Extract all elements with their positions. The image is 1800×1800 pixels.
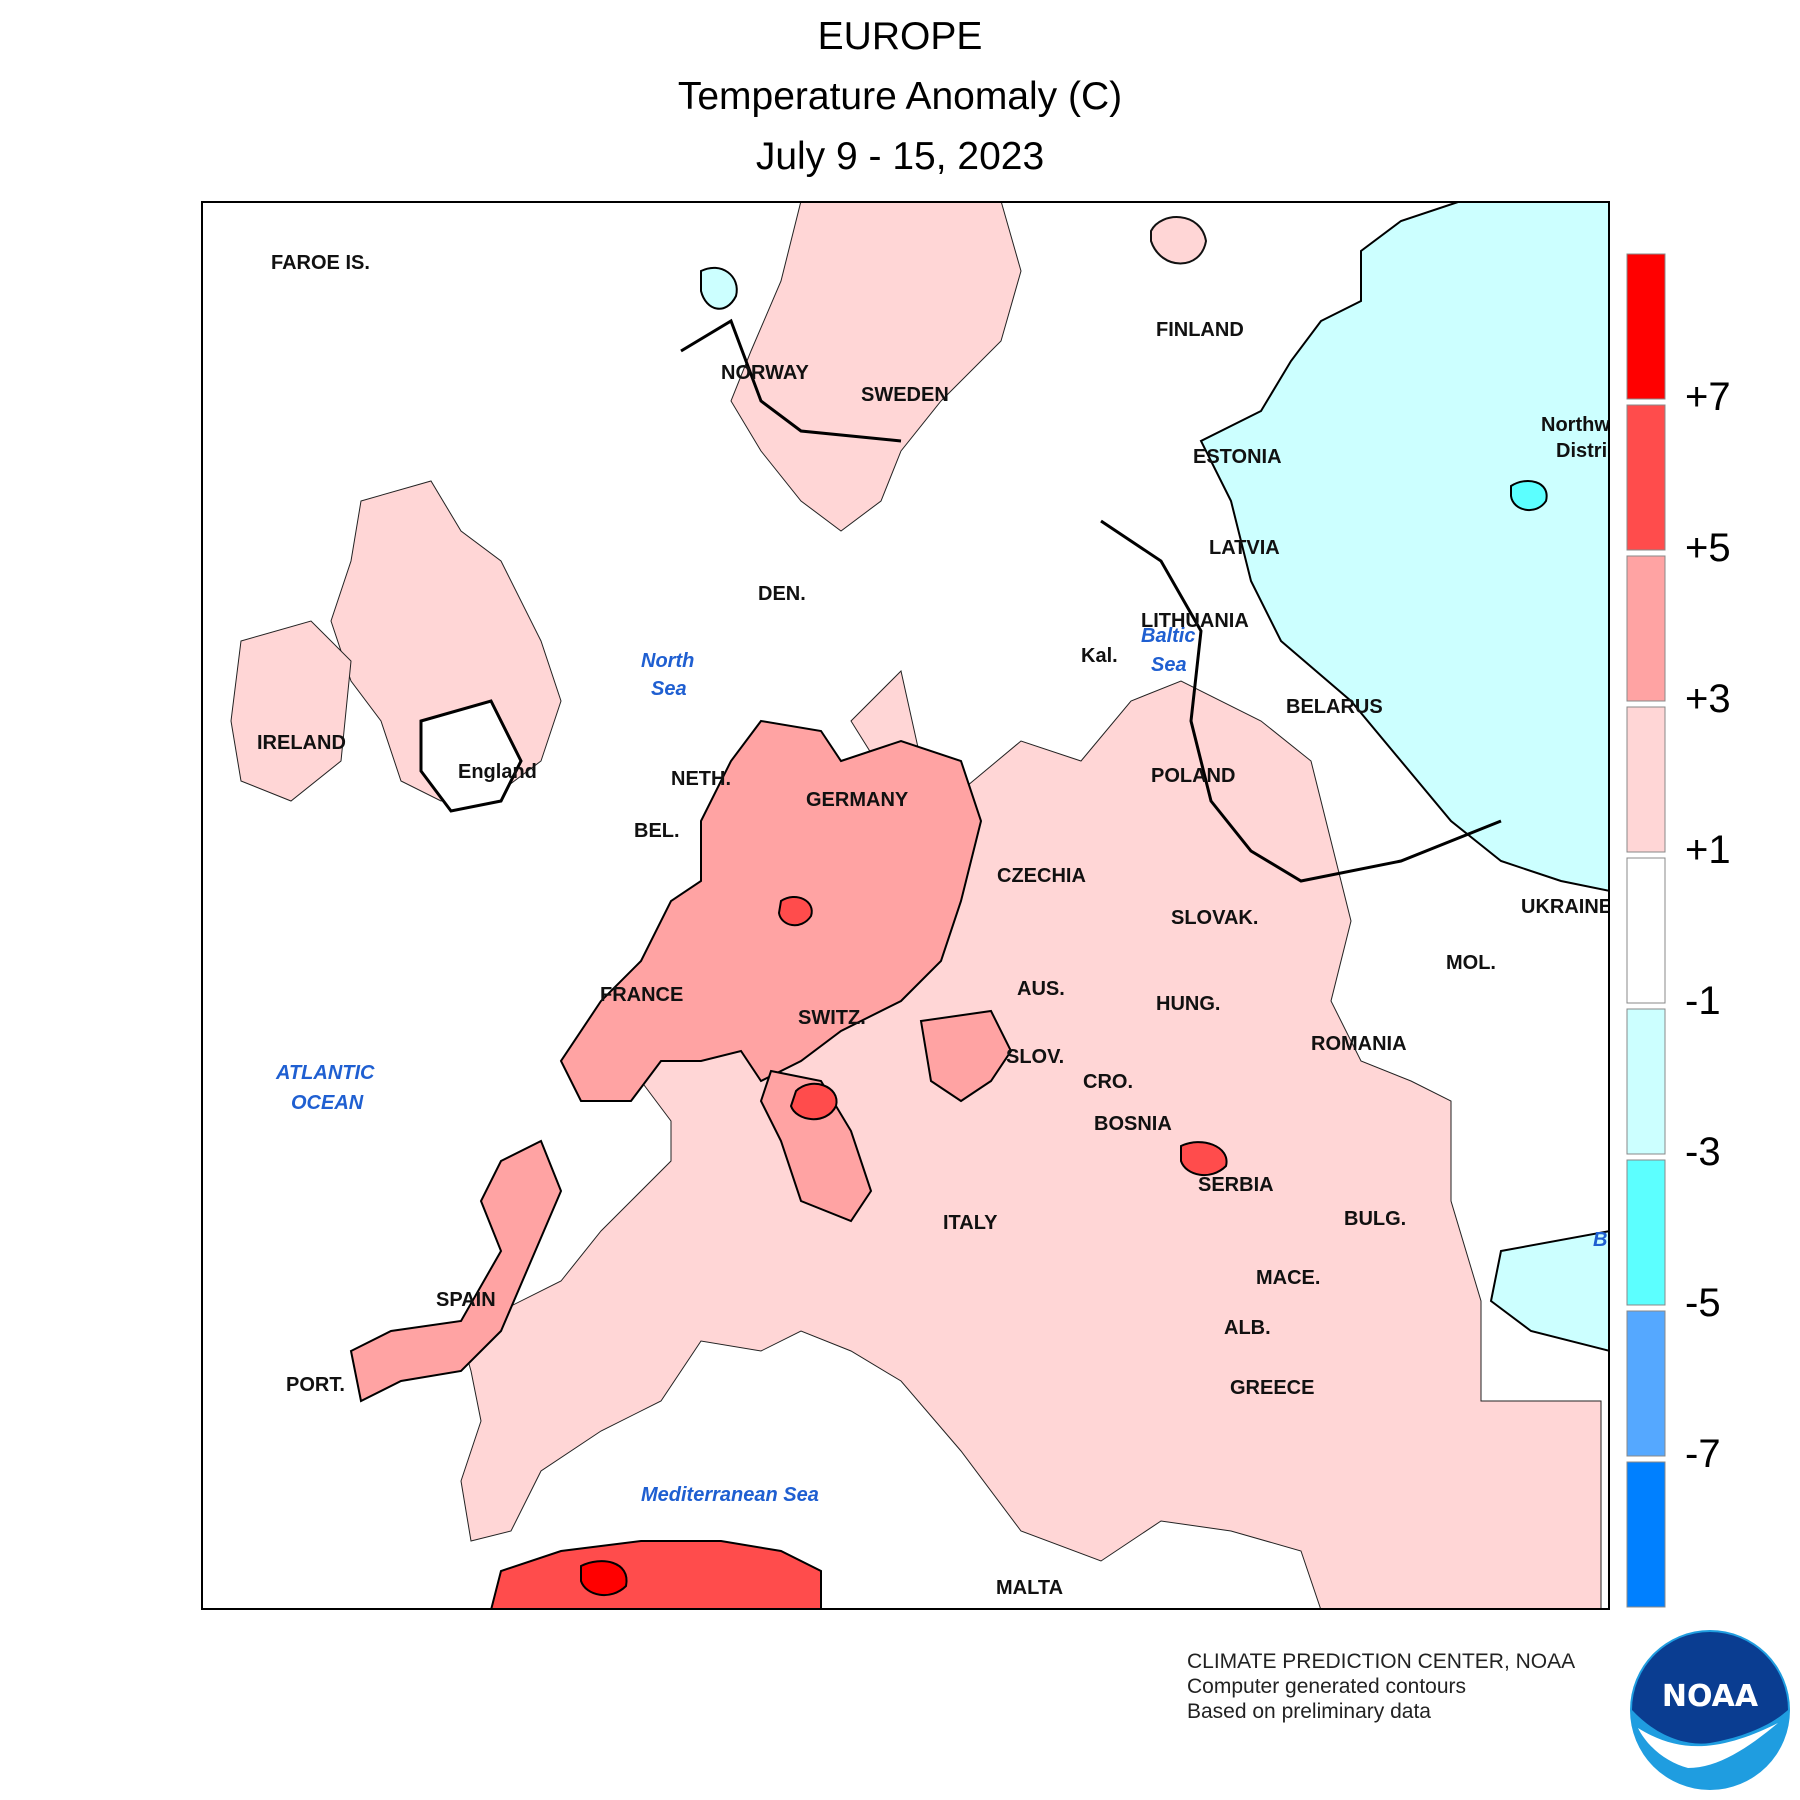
legend-tick-label: -3 [1685, 1130, 1721, 1174]
anomaly-spot-cool-belarus [1510, 480, 1548, 511]
label-bosnia: BOSNIA [1094, 1113, 1172, 1135]
legend-box [1626, 253, 1666, 400]
anomaly-spot-north-africa [489, 1540, 822, 1610]
label-lithuania: LITHUANIA [1141, 610, 1249, 632]
legend-tick-label: -1 [1685, 979, 1721, 1023]
map-title: EUROPE [817, 15, 983, 58]
label-faroe: FAROE IS. [271, 252, 370, 274]
credit-note: Based on preliminary data [1187, 1700, 1431, 1723]
legend-box [1626, 706, 1666, 853]
zero-contour-east [1100, 519, 1502, 883]
anomaly-region-uk-cool [419, 699, 523, 813]
label-northwest-2: Distri [1556, 440, 1607, 462]
legend-tick-label: +5 [1685, 526, 1731, 570]
color-legend [1626, 253, 1666, 1608]
map-subtitle: Temperature Anomaly (C) [677, 75, 1123, 118]
label-north-sea-2: Sea [651, 678, 687, 700]
legend-box [1626, 404, 1666, 551]
label-atlantic-2: OCEAN [291, 1092, 364, 1114]
anomaly-spot-bulgaria [1180, 1141, 1228, 1176]
label-slov: SLOV. [1006, 1046, 1064, 1068]
label-estonia: ESTONIA [1193, 446, 1282, 468]
label-black-sea-fragment: B [1593, 1229, 1607, 1251]
label-kal: Kal. [1081, 645, 1118, 667]
label-greece: GREECE [1230, 1377, 1314, 1399]
anomaly-spot-north-africa-max [580, 1560, 628, 1596]
label-romania: ROMANIA [1311, 1033, 1407, 1055]
label-baltic-1: Baltic [1141, 625, 1195, 647]
anomaly-region-cool-norway [700, 266, 738, 310]
anomaly-region-cool-southeast [1489, 1229, 1610, 1353]
label-norway: NORWAY [721, 362, 809, 384]
noaa-logo-text: NOAA [1662, 1679, 1759, 1714]
anomaly-region-cool-east [1199, 201, 1610, 893]
credit-source: CLIMATE PREDICTION CENTER, NOAA [1187, 1650, 1576, 1673]
legend-box [1626, 857, 1666, 1004]
legend-tick-label: -5 [1685, 1281, 1721, 1325]
label-spain: SPAIN [436, 1289, 496, 1311]
label-cro: CRO. [1083, 1071, 1133, 1093]
label-germany: GERMANY [806, 789, 909, 811]
label-serbia: SERBIA [1198, 1174, 1274, 1196]
label-hung: HUNG. [1156, 993, 1220, 1015]
label-slovak: SLOVAK. [1171, 907, 1258, 929]
label-aus: AUS. [1017, 978, 1065, 1000]
anomaly-region-hot-central [559, 719, 983, 1102]
anomaly-region-scandinavia [730, 201, 1022, 532]
legend-tick-label: -7 [1685, 1432, 1721, 1476]
legend-box [1626, 1461, 1666, 1608]
zero-contour-scandinavia [680, 318, 902, 443]
label-italy: ITALY [943, 1212, 998, 1234]
label-alb: ALB. [1224, 1317, 1271, 1339]
legend-box [1626, 555, 1666, 702]
anomaly-region-hot-spain [349, 1139, 563, 1403]
noaa-logo-bird [1638, 1723, 1778, 1768]
label-belarus: BELARUS [1286, 696, 1383, 718]
legend-tick-label: +7 [1685, 375, 1731, 419]
label-england: England [458, 761, 537, 783]
anomaly-region-hot-balkans [919, 1009, 1013, 1103]
label-mediterranean: Mediterranean Sea [641, 1484, 819, 1506]
label-switz: SWITZ. [798, 1007, 866, 1029]
anomaly-region-finland-warm [1150, 216, 1208, 265]
anomaly-spot-italy [789, 1082, 838, 1121]
label-den: DEN. [758, 583, 806, 605]
label-bel: BEL. [634, 820, 680, 842]
anomaly-spot-germany [777, 896, 813, 927]
legend-box [1626, 1310, 1666, 1457]
legend-tick-label: +3 [1685, 677, 1731, 721]
label-atlantic-1: ATLANTIC [275, 1062, 375, 1084]
label-north-sea-1: North [641, 650, 694, 672]
label-port: PORT. [286, 1374, 345, 1396]
legend-box [1626, 1008, 1666, 1155]
label-northwest-1: Northw [1541, 414, 1610, 436]
label-neth: NETH. [671, 768, 731, 790]
legend-tick-label: +1 [1685, 828, 1731, 872]
label-finland: FINLAND [1156, 319, 1244, 341]
anomaly-map: FAROE IS. NORWAY SWEDEN FINLAND ESTONIA … [201, 201, 1610, 1610]
map-date-range: July 9 - 15, 2023 [755, 135, 1045, 178]
legend-box [1626, 1159, 1666, 1306]
label-mace: MACE. [1256, 1267, 1320, 1289]
label-ukraine: UKRAINE [1521, 896, 1610, 918]
label-latvia: LATVIA [1209, 537, 1280, 559]
label-mol: MOL. [1446, 952, 1496, 974]
noaa-logo: NOAA [1630, 1630, 1790, 1790]
label-ireland: IRELAND [257, 732, 346, 754]
anomaly-region-ireland [230, 620, 352, 802]
label-baltic-2: Sea [1151, 654, 1187, 676]
label-malta: MALTA [996, 1577, 1063, 1599]
label-czechia: CZECHIA [997, 865, 1086, 887]
label-france: FRANCE [600, 984, 683, 1006]
label-sweden: SWEDEN [861, 384, 949, 406]
label-poland: POLAND [1151, 765, 1235, 787]
credit-method: Computer generated contours [1187, 1675, 1466, 1698]
label-bulg: BULG. [1344, 1208, 1406, 1230]
noaa-logo-top [1632, 1632, 1788, 1744]
map-frame [201, 201, 1610, 1610]
